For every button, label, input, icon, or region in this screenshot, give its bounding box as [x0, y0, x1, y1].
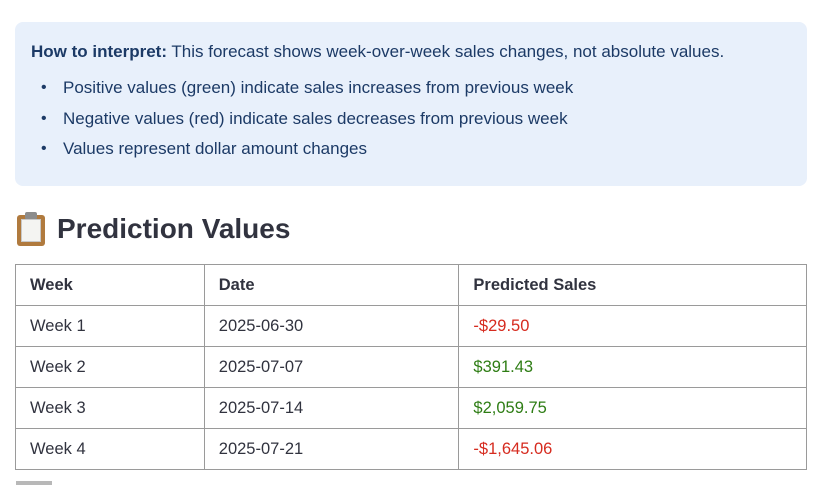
date-cell: 2025-07-21: [203, 428, 460, 470]
info-bullet-text: Values represent dollar amount changes: [63, 139, 367, 158]
week-cell: Week 2: [15, 346, 205, 388]
table-row: Week 1 2025-06-30 -$29.50: [15, 305, 807, 347]
info-bullet-text: Negative values (red) indicate sales dec…: [63, 108, 568, 128]
table-row: Week 3 2025-07-14 $2,059.75: [15, 387, 807, 429]
info-bullet-item: • Values represent dollar amount changes: [31, 138, 791, 160]
predicted-sales-cell: $2,059.75: [458, 387, 807, 429]
predicted-sales-cell: -$29.50: [458, 305, 807, 347]
column-header-week: Week: [15, 264, 205, 306]
date-cell: 2025-07-14: [203, 387, 460, 429]
date-cell: 2025-07-07: [203, 346, 460, 388]
table-row: Week 2 2025-07-07 $391.43: [15, 346, 807, 388]
section-title-text: Prediction Values: [57, 213, 291, 244]
column-header-predicted-sales: Predicted Sales: [458, 264, 807, 306]
info-bullet-item: • Positive values (green) indicate sales …: [31, 77, 791, 99]
info-bullet-list: • Positive values (green) indicate sales …: [31, 77, 791, 160]
week-cell: Week 4: [15, 428, 205, 470]
predictions-table: Week Date Predicted Sales Week 1 2025-06…: [15, 264, 807, 470]
info-text: This forecast shows week-over-week sales…: [167, 42, 725, 61]
week-cell: Week 3: [15, 387, 205, 429]
table-row: Week 4 2025-07-21 -$1,645.06: [15, 428, 807, 470]
predicted-sales-cell: $391.43: [458, 346, 807, 388]
bullet-icon: •: [41, 79, 47, 96]
section-title: Prediction Values: [16, 208, 290, 250]
info-label: How to interpret:: [31, 42, 167, 61]
column-header-date: Date: [203, 264, 460, 306]
info-headline: How to interpret: This forecast shows we…: [31, 41, 791, 63]
week-cell: Week 1: [15, 305, 205, 347]
table-header-row: Week Date Predicted Sales: [15, 264, 807, 306]
bullet-icon: •: [41, 140, 47, 157]
clipboard-icon: [16, 212, 46, 246]
date-cell: 2025-06-30: [203, 305, 460, 347]
info-box: How to interpret: This forecast shows we…: [15, 22, 807, 186]
info-bullet-text: Positive values (green) indicate sales i…: [63, 78, 574, 97]
info-bullet-item: • Negative values (red) indicate sales de…: [31, 108, 791, 130]
next-section-icon-partial: [16, 481, 52, 485]
bullet-icon: •: [41, 109, 47, 127]
predicted-sales-cell: -$1,645.06: [458, 428, 807, 470]
